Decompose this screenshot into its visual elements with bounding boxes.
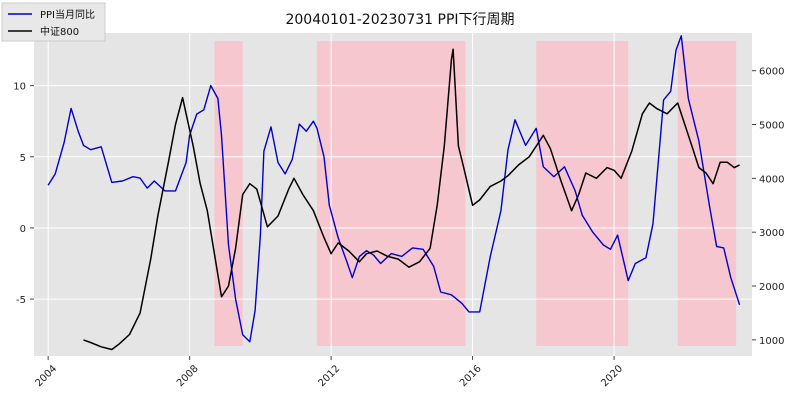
grid-lines	[34, 33, 752, 356]
watermark-text: 雪球：鸡精锦鲤	[656, 365, 796, 389]
x-tick-label-0: 2004	[33, 363, 59, 389]
shaded-region-1	[316, 41, 466, 347]
legend: PPI当月同比 中证800	[1, 2, 106, 42]
y-right-tick-label-4: 5000	[759, 121, 784, 132]
shaded-region-0	[214, 41, 243, 347]
series-lines	[47, 35, 741, 351]
y-left-tick-label-0: -5	[16, 295, 26, 306]
legend-label-ppi: PPI当月同比	[40, 8, 95, 21]
x-tick-label-4: 2020	[599, 363, 625, 389]
y-right-tick-label-5: 6000	[759, 67, 784, 78]
shaded-region-2	[536, 41, 629, 347]
y-left-tick-label-1: 0	[20, 224, 26, 235]
y-right-tick-label-1: 2000	[759, 282, 784, 293]
series-line-1	[83, 48, 740, 351]
x-tick-label-3: 2016	[458, 363, 484, 389]
x-tick-label-1: 2008	[175, 363, 201, 389]
y-left-tick-label-2: 5	[20, 153, 26, 164]
legend-box	[1, 2, 106, 42]
x-tick-label-2: 2012	[316, 363, 342, 389]
series-line-0	[47, 35, 741, 343]
y-right-tick-label-0: 1000	[759, 336, 784, 347]
legend-label-csi800: 中证800	[40, 25, 79, 38]
y-right-tick-label-3: 4000	[759, 174, 784, 185]
y-left-tick-label-3: 10	[13, 82, 26, 93]
y-right-tick-label-2: 3000	[759, 228, 784, 239]
chart-title: 20040101-20230731 PPI下行周期	[285, 12, 514, 28]
